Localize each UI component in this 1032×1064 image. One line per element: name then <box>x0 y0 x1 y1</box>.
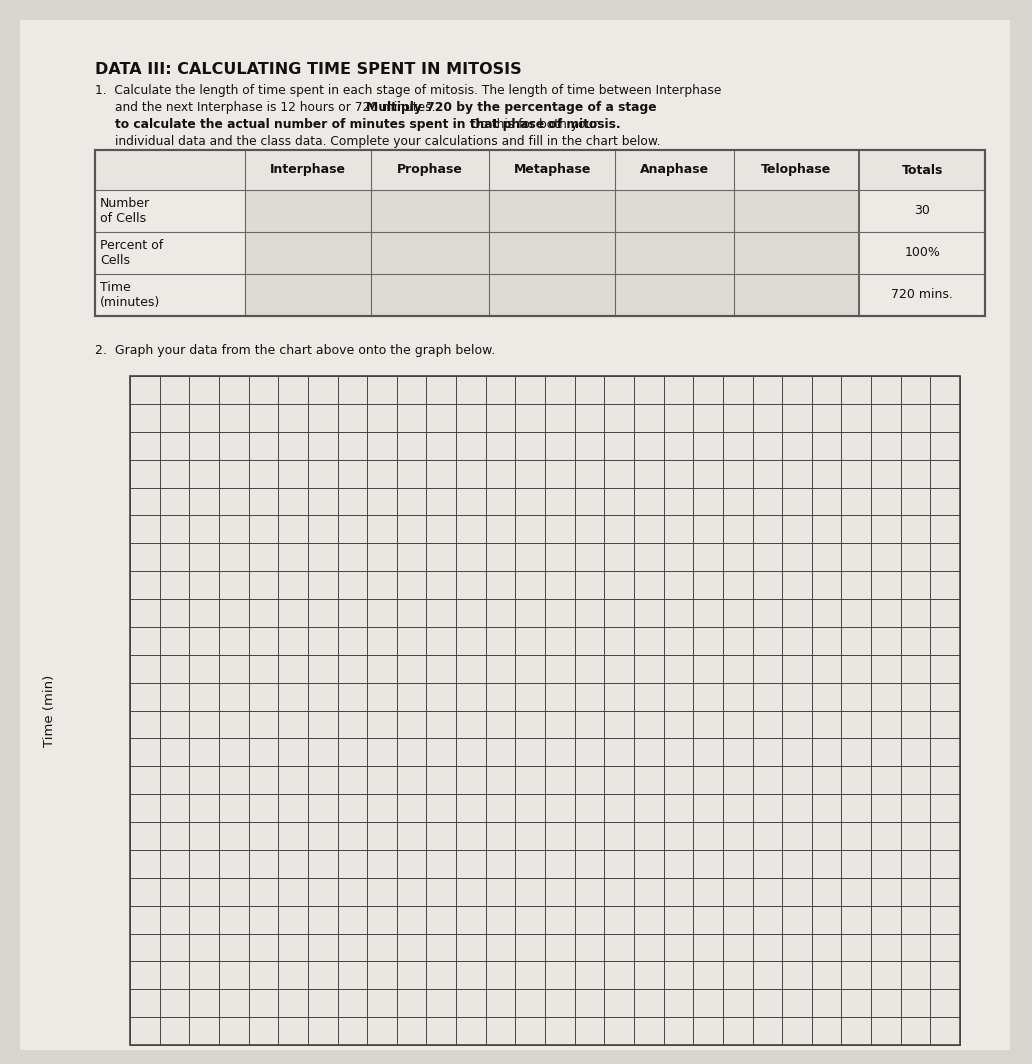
Text: 2.  Graph your data from the chart above onto the graph below.: 2. Graph your data from the chart above … <box>95 344 495 358</box>
Text: Anaphase: Anaphase <box>640 164 709 177</box>
Text: Prophase: Prophase <box>397 164 463 177</box>
Bar <box>615 275 734 316</box>
Bar <box>734 232 860 275</box>
Bar <box>489 232 615 275</box>
Text: Telophase: Telophase <box>762 164 832 177</box>
Bar <box>130 376 960 1045</box>
Text: Interphase: Interphase <box>270 164 346 177</box>
Text: Time
(minutes): Time (minutes) <box>100 281 160 309</box>
Bar <box>370 232 489 275</box>
Text: 720 mins.: 720 mins. <box>892 288 954 301</box>
Text: to calculate the actual number of minutes spent in that phase of mitosis.: to calculate the actual number of minute… <box>115 118 620 131</box>
Text: Number
of Cells: Number of Cells <box>100 197 150 225</box>
Bar <box>489 275 615 316</box>
Text: individual data and the class data. Complete your calculations and fill in the c: individual data and the class data. Comp… <box>115 135 660 148</box>
Bar <box>489 190 615 232</box>
Text: DATA III: CALCULATING TIME SPENT IN MITOSIS: DATA III: CALCULATING TIME SPENT IN MITO… <box>95 62 521 77</box>
FancyBboxPatch shape <box>20 20 1010 1050</box>
Text: Time (min): Time (min) <box>43 675 57 747</box>
Bar <box>734 190 860 232</box>
Bar <box>615 190 734 232</box>
Bar <box>95 150 985 190</box>
Bar <box>245 232 370 275</box>
Bar <box>370 190 489 232</box>
Bar <box>734 275 860 316</box>
Text: 30: 30 <box>914 204 930 217</box>
Text: Multiply 720 by the percentage of a stage: Multiply 720 by the percentage of a stag… <box>365 101 656 114</box>
Text: Totals: Totals <box>902 164 943 177</box>
Text: Percent of
Cells: Percent of Cells <box>100 239 163 267</box>
Text: and the next Interphase is 12 hours or 720 minutes.: and the next Interphase is 12 hours or 7… <box>115 101 440 114</box>
Bar <box>95 150 985 316</box>
Text: 100%: 100% <box>904 247 940 260</box>
Text: Do this for both your: Do this for both your <box>466 118 599 131</box>
Bar <box>130 376 960 1045</box>
Text: Metaphase: Metaphase <box>514 164 591 177</box>
Text: 1.  Calculate the length of time spent in each stage of mitosis. The length of t: 1. Calculate the length of time spent in… <box>95 84 721 97</box>
Bar <box>370 275 489 316</box>
Bar <box>245 275 370 316</box>
Bar <box>615 232 734 275</box>
Bar <box>245 190 370 232</box>
